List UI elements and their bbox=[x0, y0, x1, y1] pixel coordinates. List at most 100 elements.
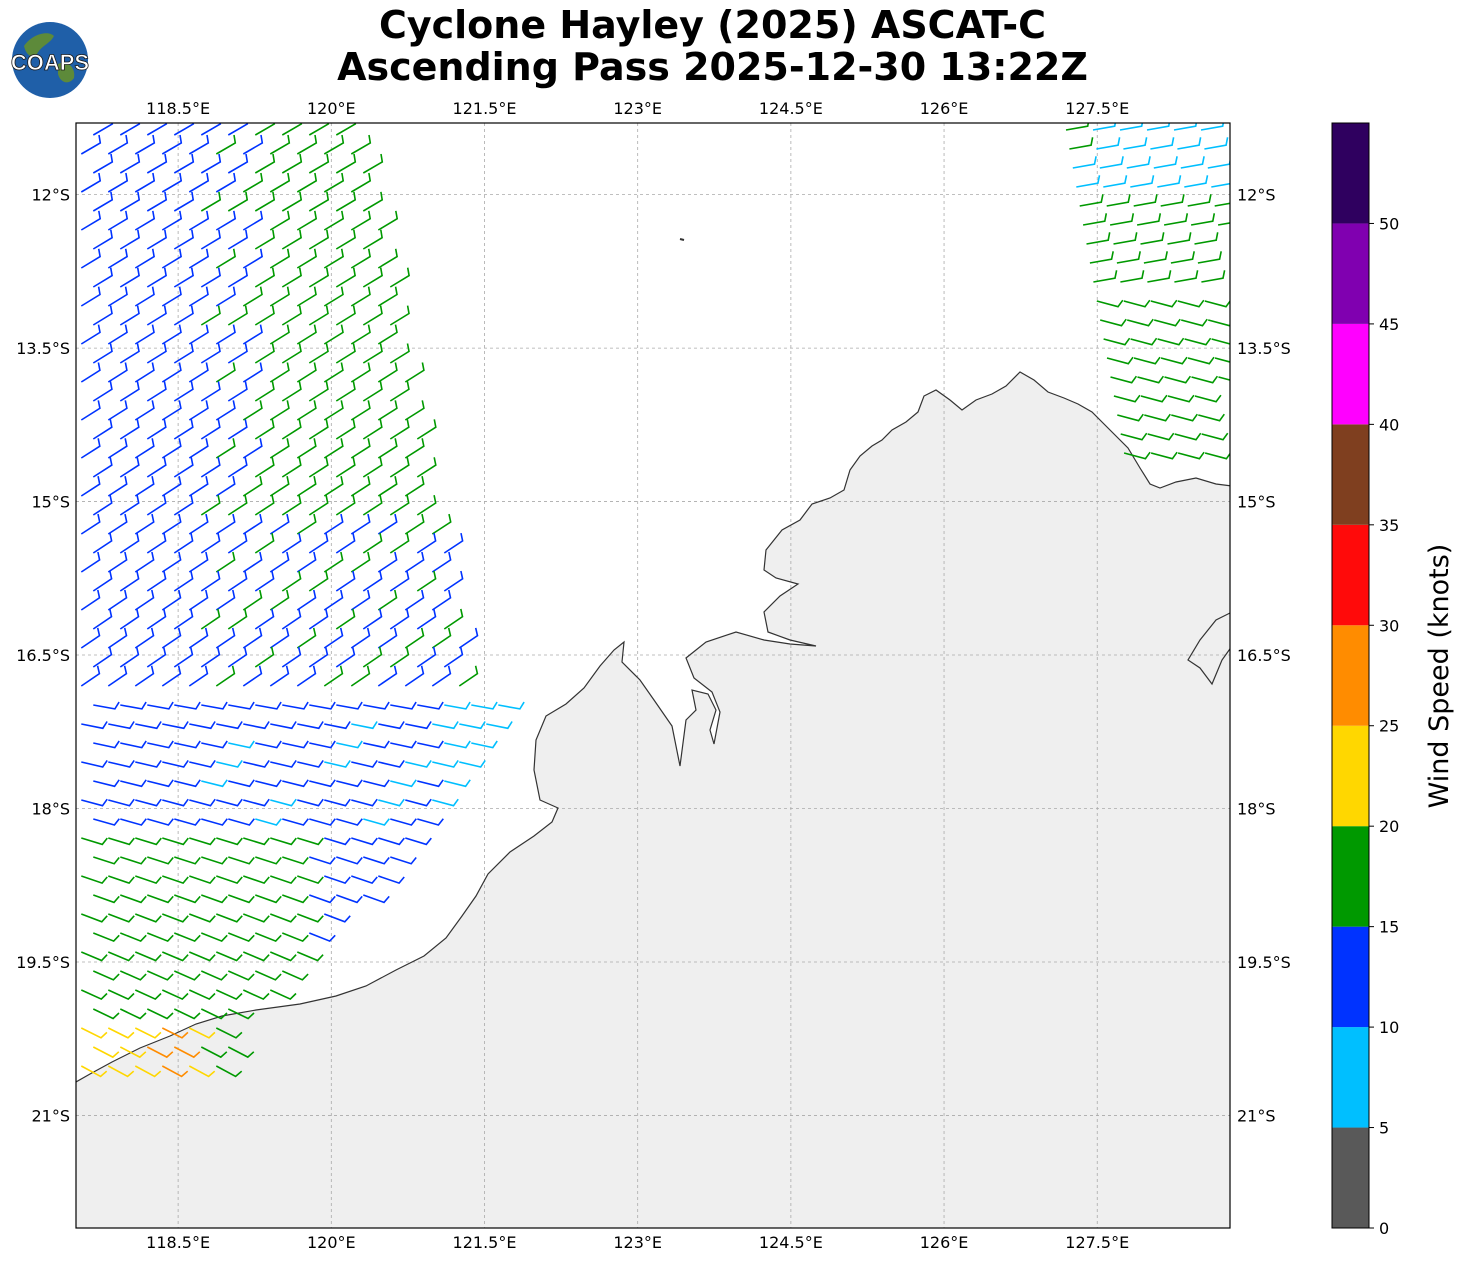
wind-barb bbox=[269, 400, 290, 421]
wind-barb bbox=[215, 362, 236, 383]
wind-barb bbox=[377, 362, 398, 383]
wind-barb bbox=[173, 343, 194, 364]
wind-barb bbox=[1126, 318, 1154, 327]
wind-barb bbox=[92, 608, 113, 630]
wind-barb bbox=[134, 1065, 162, 1078]
wind-barb bbox=[161, 210, 183, 231]
wind-barb bbox=[1190, 213, 1216, 226]
lat-tick-label: 13.5°S bbox=[1237, 339, 1291, 358]
wind-barb bbox=[107, 476, 128, 497]
lat-tick-label: 19.5°S bbox=[1237, 953, 1291, 972]
wind-barb bbox=[215, 551, 236, 573]
wind-barb bbox=[335, 646, 356, 668]
wind-barb bbox=[362, 381, 383, 402]
wind-barb bbox=[389, 495, 410, 516]
wind-barb bbox=[296, 951, 324, 962]
wind-barb bbox=[297, 913, 324, 923]
wind-barb bbox=[227, 570, 248, 592]
wind-barb bbox=[308, 153, 330, 174]
wind-barb bbox=[161, 951, 189, 962]
wind-barb bbox=[146, 419, 167, 440]
wind-barb bbox=[255, 894, 282, 904]
wind-barb bbox=[351, 721, 378, 730]
wind-barb bbox=[335, 608, 356, 630]
island bbox=[679, 238, 685, 241]
wind-barb bbox=[362, 532, 383, 554]
wind-barb bbox=[1137, 375, 1165, 384]
wind-barb bbox=[1177, 137, 1202, 150]
wind-barb bbox=[119, 343, 140, 364]
wind-barb bbox=[134, 134, 156, 155]
wind-barb bbox=[296, 513, 317, 535]
wind-barb bbox=[335, 267, 356, 288]
wind-barb bbox=[1096, 137, 1121, 150]
wind-barb bbox=[242, 476, 263, 497]
wind-barb bbox=[161, 989, 189, 1001]
wind-barb bbox=[215, 1027, 243, 1039]
wind-barb bbox=[1187, 194, 1212, 207]
wind-barb bbox=[228, 932, 255, 943]
wind-barb bbox=[363, 894, 390, 904]
lon-tick-label: 126°E bbox=[920, 1233, 969, 1252]
wind-barb bbox=[431, 551, 452, 573]
wind-barb bbox=[1194, 394, 1222, 403]
wind-barb bbox=[1217, 222, 1230, 226]
wind-barb bbox=[323, 210, 345, 231]
wind-barb bbox=[188, 513, 209, 535]
wind-barb bbox=[416, 646, 437, 668]
wind-barb bbox=[362, 153, 384, 174]
wind-barb bbox=[281, 229, 302, 250]
wind-barb bbox=[308, 608, 329, 630]
wind-barb bbox=[323, 400, 344, 421]
wind-barb bbox=[201, 932, 228, 943]
wind-barb bbox=[161, 1027, 189, 1039]
wind-barb bbox=[92, 970, 120, 981]
wind-barb bbox=[308, 343, 329, 364]
wind-barb bbox=[269, 551, 290, 573]
wind-barb bbox=[215, 134, 237, 155]
wind-barb bbox=[81, 721, 108, 730]
wind-barb bbox=[107, 324, 128, 345]
wind-barb bbox=[119, 570, 140, 592]
logo-land bbox=[24, 33, 75, 83]
wind-barb bbox=[1109, 213, 1135, 226]
wind-barb bbox=[335, 191, 357, 212]
wind-barb bbox=[1211, 338, 1230, 345]
title-line-1: Cyclone Hayley (2025) ASCAT-C bbox=[378, 3, 1047, 47]
wind-barb bbox=[201, 818, 228, 826]
wind-barb bbox=[1214, 357, 1230, 363]
wind-barb bbox=[362, 646, 383, 668]
wind-barb bbox=[161, 172, 183, 193]
wind-barb bbox=[308, 267, 329, 288]
wind-barb bbox=[324, 798, 351, 807]
wind-barb bbox=[404, 513, 425, 535]
wind-barb bbox=[107, 665, 128, 687]
wind-barb bbox=[444, 740, 471, 749]
wind-barb bbox=[254, 646, 275, 668]
colorbar-tick-label: 15 bbox=[1379, 918, 1399, 937]
wind-barb bbox=[173, 123, 195, 136]
wind-barb bbox=[362, 419, 383, 440]
wind-barb bbox=[417, 701, 444, 710]
lat-tick-label: 19.5°S bbox=[16, 953, 70, 972]
wind-barb bbox=[1069, 137, 1094, 150]
wind-barb bbox=[296, 362, 317, 383]
wind-barb bbox=[1173, 123, 1198, 131]
wind-barb bbox=[336, 894, 363, 904]
wind-barb bbox=[363, 818, 390, 826]
wind-barb bbox=[350, 627, 371, 649]
wind-barb bbox=[1113, 394, 1141, 403]
wind-barb bbox=[1113, 232, 1138, 245]
wind-barb bbox=[281, 123, 303, 136]
wind-barb bbox=[107, 513, 128, 535]
wind-barb bbox=[80, 134, 102, 155]
colorbar-tick-label: 5 bbox=[1379, 1119, 1389, 1138]
wind-barb bbox=[269, 476, 290, 497]
wind-barb bbox=[161, 248, 182, 269]
wind-barb bbox=[363, 701, 390, 710]
wind-barb bbox=[93, 740, 120, 749]
wind-barb bbox=[404, 438, 425, 459]
wind-barb bbox=[134, 1027, 162, 1039]
wind-barb bbox=[120, 894, 147, 904]
wind-barb bbox=[135, 721, 162, 730]
